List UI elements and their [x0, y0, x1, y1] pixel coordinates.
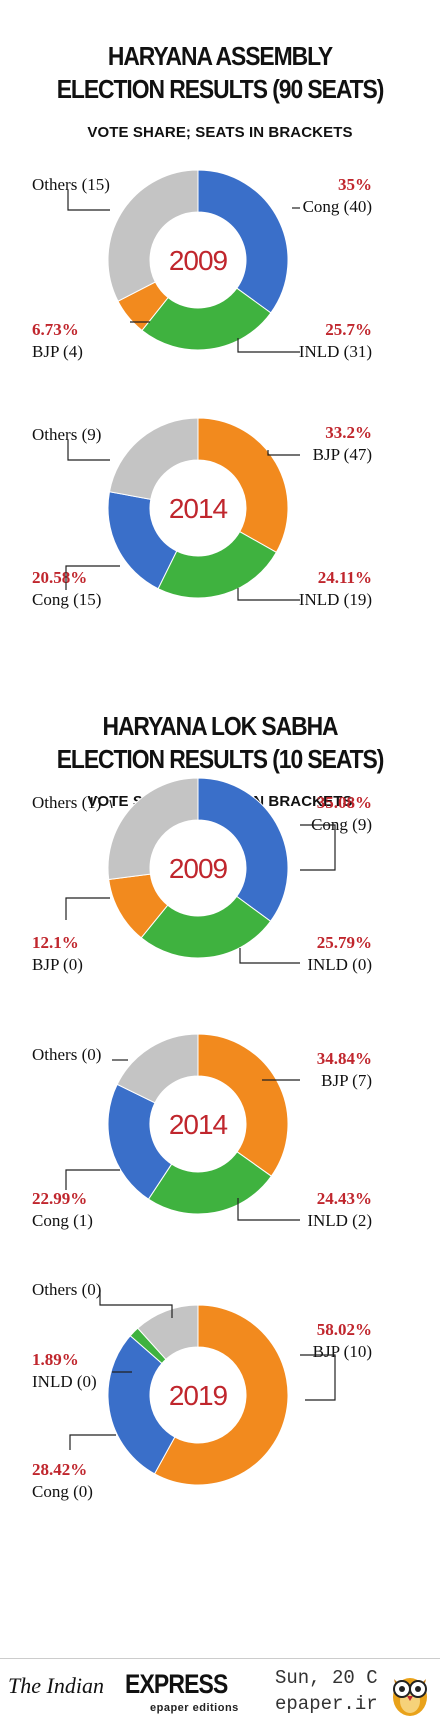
brand-italic-text: The Indian — [8, 1673, 104, 1698]
slice-party-label: BJP (10) — [313, 1342, 372, 1361]
slice-others — [137, 1304, 199, 1361]
leader-line — [65, 565, 120, 590]
slice-percent-label: 24.43% — [317, 1189, 372, 1208]
leader-line — [65, 1169, 120, 1190]
slice-cong — [197, 777, 289, 922]
slice-inld — [141, 287, 272, 351]
donut-chart-2014 — [107, 417, 289, 599]
slice-percent-label: 58.02% — [317, 1320, 372, 1339]
center-year-label: 2014 — [169, 493, 228, 524]
slice-party-label: Others (15) — [32, 175, 110, 194]
leader-line — [237, 338, 300, 353]
slice-inld — [140, 895, 272, 959]
slice-bjp — [197, 1033, 289, 1177]
brand-bold-text: EXPRESS — [125, 1669, 228, 1699]
slice-percent-label: 22.99% — [32, 1189, 87, 1208]
slice-party-label: Cong (40) — [303, 197, 372, 216]
slice-party-label: Others (1) — [32, 793, 101, 812]
slice-party-label: Cong (1) — [32, 1211, 93, 1230]
donut-chart-2014 — [107, 1033, 289, 1215]
slice-others — [107, 777, 199, 881]
leader-line — [300, 1354, 336, 1401]
slice-percent-label: 35% — [338, 175, 372, 194]
leader-line — [237, 588, 300, 601]
section1-title-line1: HARYANA ASSEMBLY — [107, 41, 333, 71]
slice-percent-label: 25.79% — [317, 933, 372, 952]
center-year-label: 2009 — [169, 853, 228, 884]
slice-others — [107, 169, 199, 302]
leader-line — [67, 190, 110, 211]
slice-party-label: Cong (15) — [32, 590, 101, 609]
slice-percent-label: 33.2% — [325, 423, 372, 442]
slice-party-label: BJP (0) — [32, 955, 83, 974]
center-year-label: 2009 — [169, 245, 228, 276]
leader-line — [267, 450, 300, 456]
donut-chart-2009 — [107, 777, 289, 959]
slice-percent-label: 24.11% — [318, 568, 372, 587]
leader-line — [99, 1290, 173, 1318]
slice-party-label: BJP (47) — [313, 445, 372, 464]
slice-party-label: Cong (0) — [32, 1482, 93, 1501]
slice-inld — [147, 1151, 273, 1215]
slice-party-label: INLD (19) — [299, 590, 372, 609]
section2-title-line2: ELECTION RESULTS (10 SEATS) — [56, 744, 385, 774]
slice-party-label: INLD (2) — [307, 1211, 372, 1230]
center-year-label: 2019 — [169, 1380, 228, 1411]
slice-percent-label: 28.42% — [32, 1460, 87, 1479]
leader-line — [237, 1198, 300, 1221]
footer: The Indian EXPRESS epaper editions Sun, … — [0, 1658, 440, 1721]
section1-subtitle: VOTE SHARE; SEATS IN BRACKETS — [87, 124, 353, 141]
leader-line — [239, 948, 300, 964]
site-stamp: epaper.ir — [275, 1693, 378, 1715]
section1-title-line2: ELECTION RESULTS (90 SEATS) — [56, 74, 385, 104]
donut-chart-2019 — [107, 1304, 289, 1486]
slice-others — [108, 417, 199, 500]
donut-charts: 2009 35% Cong (40) 25.7% INLD (31) 6.73% BJP (… — [32, 169, 372, 1501]
slice-bjp — [197, 417, 289, 554]
slice-percent-label: 35.08% — [317, 793, 372, 812]
slice-cong — [107, 1335, 176, 1475]
section2-title-line1: HARYANA LOK SABHA — [102, 711, 338, 741]
slice-party-label: Others (0) — [32, 1045, 101, 1064]
slice-party-label: Cong (9) — [311, 815, 372, 834]
slice-bjp — [153, 1304, 289, 1486]
owl-icon — [393, 1678, 427, 1716]
leader-line — [300, 824, 336, 871]
leader-line — [69, 1434, 116, 1450]
slice-inld — [157, 530, 277, 599]
leader-line — [67, 440, 110, 461]
donut-chart-2009 — [107, 169, 289, 351]
slice-cong — [197, 169, 289, 314]
brand-subtitle: epaper editions — [150, 1702, 239, 1714]
slice-party-label: Others (0) — [32, 1280, 101, 1299]
slice-party-label: Others (9) — [32, 425, 101, 444]
leader-line — [109, 799, 113, 809]
slice-percent-label: 20.58% — [32, 568, 87, 587]
slice-percent-label: 6.73% — [32, 320, 79, 339]
date-stamp: Sun, 20 C — [275, 1667, 378, 1689]
slice-party-label: INLD (0) — [307, 955, 372, 974]
slice-party-label: BJP (7) — [321, 1071, 372, 1090]
leader-line — [65, 897, 110, 920]
slice-party-label: INLD (31) — [299, 342, 372, 361]
slice-party-label: INLD (0) — [32, 1372, 97, 1391]
slice-percent-label: 34.84% — [317, 1049, 372, 1068]
slice-others — [116, 1033, 199, 1104]
slice-percent-label: 1.89% — [32, 1350, 79, 1369]
slice-party-label: BJP (4) — [32, 342, 83, 361]
slice-percent-label: 12.1% — [32, 933, 79, 952]
center-year-label: 2014 — [169, 1109, 228, 1140]
slice-percent-label: 25.7% — [325, 320, 372, 339]
